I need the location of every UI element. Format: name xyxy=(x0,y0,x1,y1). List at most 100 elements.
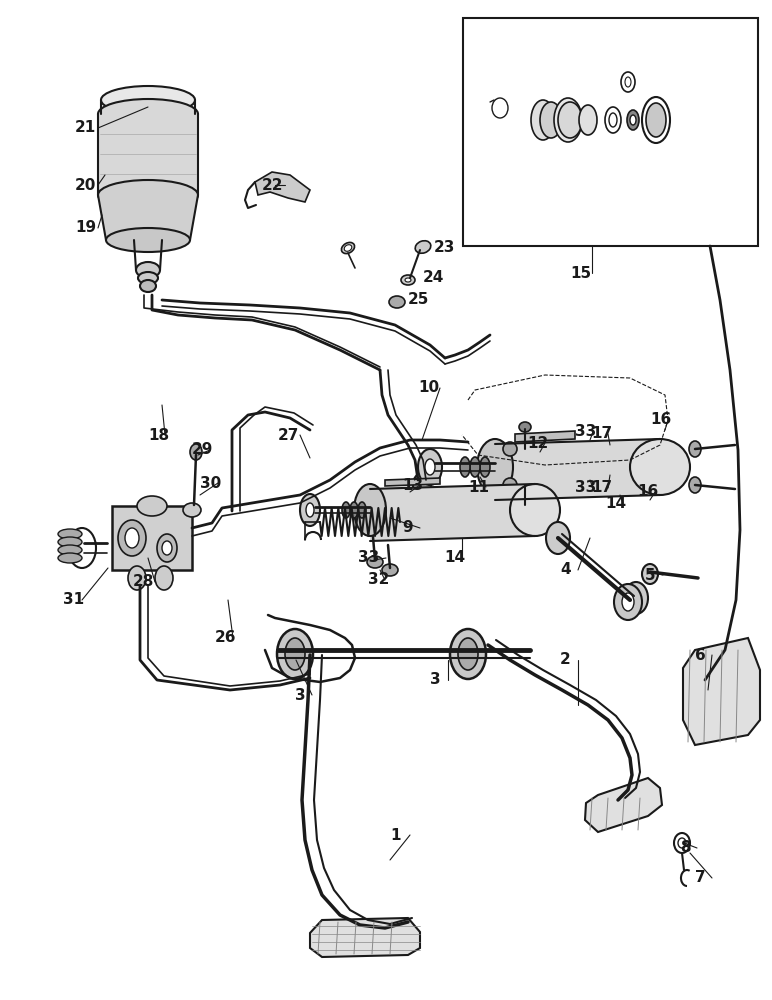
Ellipse shape xyxy=(128,566,146,590)
Polygon shape xyxy=(385,478,440,486)
Text: 17: 17 xyxy=(591,426,612,442)
Ellipse shape xyxy=(405,278,411,282)
Text: 33: 33 xyxy=(575,424,596,440)
Ellipse shape xyxy=(630,115,636,125)
Ellipse shape xyxy=(183,503,201,517)
Text: 8: 8 xyxy=(680,840,691,856)
Ellipse shape xyxy=(350,502,358,518)
Ellipse shape xyxy=(477,439,513,495)
Text: 23: 23 xyxy=(434,240,455,255)
Ellipse shape xyxy=(492,98,508,118)
Ellipse shape xyxy=(342,502,350,518)
Ellipse shape xyxy=(190,444,202,460)
Text: 22: 22 xyxy=(262,178,283,192)
Ellipse shape xyxy=(503,442,517,456)
Text: 26: 26 xyxy=(215,631,236,646)
Ellipse shape xyxy=(630,439,690,495)
Ellipse shape xyxy=(642,564,658,584)
Ellipse shape xyxy=(624,582,648,614)
Text: 4: 4 xyxy=(560,562,571,578)
Ellipse shape xyxy=(531,100,555,140)
Ellipse shape xyxy=(418,449,442,485)
Text: 20: 20 xyxy=(75,178,96,192)
Text: 29: 29 xyxy=(192,442,213,458)
Text: 11: 11 xyxy=(468,480,489,494)
Ellipse shape xyxy=(605,107,621,133)
Ellipse shape xyxy=(300,494,320,526)
Text: 3: 3 xyxy=(430,672,441,688)
Text: 28: 28 xyxy=(133,574,154,589)
Ellipse shape xyxy=(101,86,195,114)
Polygon shape xyxy=(370,484,535,541)
Ellipse shape xyxy=(344,245,352,251)
Bar xyxy=(463,18,758,246)
Ellipse shape xyxy=(401,275,415,285)
Ellipse shape xyxy=(621,72,635,92)
Text: 18: 18 xyxy=(148,428,169,442)
Text: 14: 14 xyxy=(605,495,626,510)
Ellipse shape xyxy=(101,100,195,128)
Text: 7: 7 xyxy=(695,870,706,886)
Ellipse shape xyxy=(554,98,582,142)
Ellipse shape xyxy=(354,484,386,536)
Ellipse shape xyxy=(519,422,531,432)
Polygon shape xyxy=(515,431,575,442)
Polygon shape xyxy=(585,778,662,832)
Ellipse shape xyxy=(358,502,366,518)
Ellipse shape xyxy=(68,528,96,568)
Ellipse shape xyxy=(450,629,486,679)
Ellipse shape xyxy=(106,228,190,252)
Text: 21: 21 xyxy=(75,120,96,135)
Ellipse shape xyxy=(689,477,701,493)
Ellipse shape xyxy=(425,459,435,475)
Ellipse shape xyxy=(460,457,470,477)
Ellipse shape xyxy=(415,241,431,253)
Ellipse shape xyxy=(285,638,305,670)
Text: 10: 10 xyxy=(418,380,439,395)
Ellipse shape xyxy=(546,522,570,554)
Ellipse shape xyxy=(689,441,701,457)
Ellipse shape xyxy=(58,545,82,555)
Ellipse shape xyxy=(138,272,158,284)
Ellipse shape xyxy=(157,534,177,562)
Text: 16: 16 xyxy=(637,485,659,499)
Ellipse shape xyxy=(58,529,82,539)
Polygon shape xyxy=(310,918,420,957)
Ellipse shape xyxy=(540,102,562,138)
Text: 19: 19 xyxy=(75,221,96,235)
Polygon shape xyxy=(98,114,198,195)
Ellipse shape xyxy=(162,541,172,555)
Ellipse shape xyxy=(155,566,173,590)
Text: 24: 24 xyxy=(423,269,445,284)
Ellipse shape xyxy=(642,97,670,143)
Text: 32: 32 xyxy=(368,572,389,587)
Ellipse shape xyxy=(470,457,480,477)
Ellipse shape xyxy=(674,833,690,853)
Ellipse shape xyxy=(458,638,478,670)
Text: 31: 31 xyxy=(63,592,84,607)
Ellipse shape xyxy=(503,478,517,492)
Ellipse shape xyxy=(382,564,398,576)
Ellipse shape xyxy=(614,584,642,620)
Ellipse shape xyxy=(480,457,490,477)
Ellipse shape xyxy=(609,113,617,127)
Text: 27: 27 xyxy=(278,428,300,442)
Text: 9: 9 xyxy=(402,520,412,536)
Text: 17: 17 xyxy=(591,481,612,495)
Ellipse shape xyxy=(58,553,82,563)
Ellipse shape xyxy=(678,838,686,848)
Text: 30: 30 xyxy=(200,476,222,490)
Ellipse shape xyxy=(98,99,198,129)
Ellipse shape xyxy=(558,102,582,138)
Ellipse shape xyxy=(389,296,405,308)
Ellipse shape xyxy=(646,103,666,137)
Text: 2: 2 xyxy=(560,652,571,668)
Ellipse shape xyxy=(627,110,639,130)
Ellipse shape xyxy=(341,242,354,254)
Text: 15: 15 xyxy=(570,265,591,280)
Ellipse shape xyxy=(625,77,631,87)
Text: 5: 5 xyxy=(645,568,655,582)
Text: 12: 12 xyxy=(527,436,548,450)
Ellipse shape xyxy=(137,496,167,516)
Ellipse shape xyxy=(277,629,313,679)
